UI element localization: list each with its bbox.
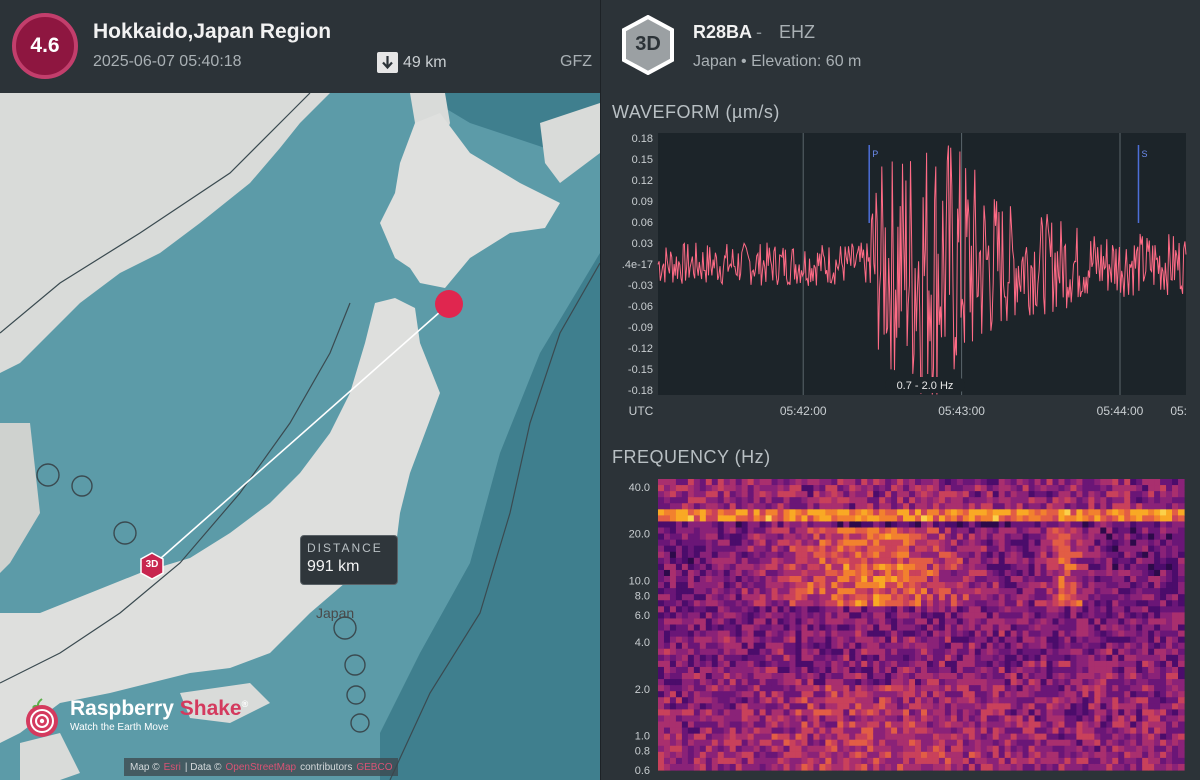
waveform-x-tick: 05:42:00	[780, 404, 827, 418]
phase-marker-label: S	[1141, 149, 1147, 159]
brand-name-1: Raspberry	[70, 697, 174, 720]
station-marker[interactable]	[140, 552, 164, 580]
waveform-y-tick: -0.12	[628, 343, 653, 355]
waveform-y-tick: .4e-17	[622, 259, 653, 271]
waveform-y-tick: 0.06	[632, 217, 653, 229]
spectrogram-chart[interactable]: 40.0 20.0 10.0 8.0 6.0 4.0 2.0 1.0 0.8 0.6	[601, 476, 1200, 780]
waveform-y-tick: 0.09	[632, 196, 653, 208]
waveform-x-tick: 05:	[1170, 404, 1187, 418]
brand-tagline: Watch the Earth Move	[70, 722, 169, 733]
attribution-mid: | Data ©	[184, 761, 222, 773]
filter-label-bg	[885, 377, 965, 393]
spectrogram-y-tick: 20.0	[629, 529, 650, 541]
magnitude-value: 4.6	[30, 34, 60, 57]
waveform-chart[interactable]: 0.18 0.15 0.12 0.09 0.06 0.03 .4e-17 -0.03 -0.06…	[601, 128, 1200, 428]
panel-divider	[600, 0, 601, 780]
event-source: GFZ	[560, 53, 592, 70]
raspberry-icon	[26, 698, 58, 737]
waveform-y-tick: 0.03	[632, 238, 653, 250]
event-depth: 49 km	[377, 52, 447, 73]
waveform-x-tick: 05:44:00	[1097, 404, 1144, 418]
spectrogram-y-tick: 6.0	[635, 610, 650, 622]
waveform-y-tick: 0.12	[632, 175, 653, 187]
spectrogram-y-tick: 0.6	[635, 765, 650, 777]
station-marker-label: 3D	[145, 559, 159, 570]
distance-tooltip: DISTANCE 991 km	[300, 535, 398, 585]
waveform-x-tick: 05:43:00	[938, 404, 985, 418]
brand-mark: ®	[241, 699, 249, 709]
magnitude-badge: 4.6	[12, 13, 78, 79]
spectrogram-y-tick: 10.0	[629, 575, 650, 587]
map-view[interactable]: 3D DISTANCE 991 km Japan	[0, 93, 600, 780]
spectrogram-cells	[658, 479, 1185, 771]
station-badge-label: 3D	[635, 33, 661, 55]
event-datetime: 2025-06-07 05:40:18	[93, 53, 242, 70]
phase-marker-label: P	[872, 149, 878, 159]
station-badge: 3D	[621, 14, 675, 80]
arrow-down-icon	[377, 52, 398, 73]
distance-value: 991 km	[307, 558, 360, 575]
spectrogram-y-tick: 1.0	[635, 731, 650, 743]
event-panel: 4.6 Hokkaido,Japan Region 2025-06-07 05:…	[0, 13, 600, 780]
waveform-y-tick: -0.15	[628, 364, 653, 376]
station-panel: 3D R28BA - EHZ Japan • Elevation: 60 m W…	[601, 0, 1200, 780]
epicenter-marker[interactable]	[435, 290, 463, 318]
event-depth-value: 49 km	[403, 53, 447, 71]
filter-label: 0.7 - 2.0 Hz	[897, 380, 954, 392]
spectrogram-y-tick: 4.0	[635, 637, 650, 649]
waveform-y-tick: -0.18	[628, 385, 653, 397]
spectrogram-y-tick: 40.0	[629, 482, 650, 494]
attribution-link-osm[interactable]: OpenStreetMap	[225, 761, 297, 773]
brand-name-2: Shake	[179, 697, 242, 720]
spectrogram-y-tick: 2.0	[635, 684, 650, 696]
distance-label: DISTANCE	[307, 541, 383, 555]
waveform-y-tick: -0.03	[628, 280, 653, 292]
event-region-title: Hokkaido,Japan Region	[93, 20, 332, 43]
map-attribution: Map © Esri | Data © OpenStreetMap contri…	[124, 758, 399, 776]
map-country-label: Japan	[316, 605, 355, 621]
spectrogram-y-tick: 8.0	[635, 590, 650, 602]
brand-logo[interactable]: Raspberry Shake® Watch the Earth Move	[22, 697, 248, 739]
waveform-x-tick: UTC	[629, 404, 654, 418]
attribution-prefix: Map ©	[130, 761, 160, 773]
waveform-y-tick: -0.06	[628, 301, 653, 313]
waveform-title: WAVEFORM (µm/s)	[612, 102, 780, 122]
station-separator: -	[756, 22, 762, 42]
station-code: R28BA	[693, 22, 753, 42]
station-channel: EHZ	[779, 22, 815, 42]
attribution-suffix: contributors	[300, 761, 353, 773]
attribution-link-esri[interactable]: Esri	[163, 761, 181, 773]
spectrogram-y-tick: 0.8	[635, 746, 650, 758]
station-location: Japan • Elevation: 60 m	[693, 53, 862, 70]
attribution-link-gebco[interactable]: GEBCO	[356, 761, 393, 773]
waveform-y-tick: -0.09	[628, 322, 653, 334]
frequency-title: FREQUENCY (Hz)	[612, 447, 771, 467]
waveform-y-tick: 0.18	[632, 133, 653, 145]
map-canvas[interactable]	[0, 93, 600, 780]
waveform-y-tick: 0.15	[632, 154, 653, 166]
